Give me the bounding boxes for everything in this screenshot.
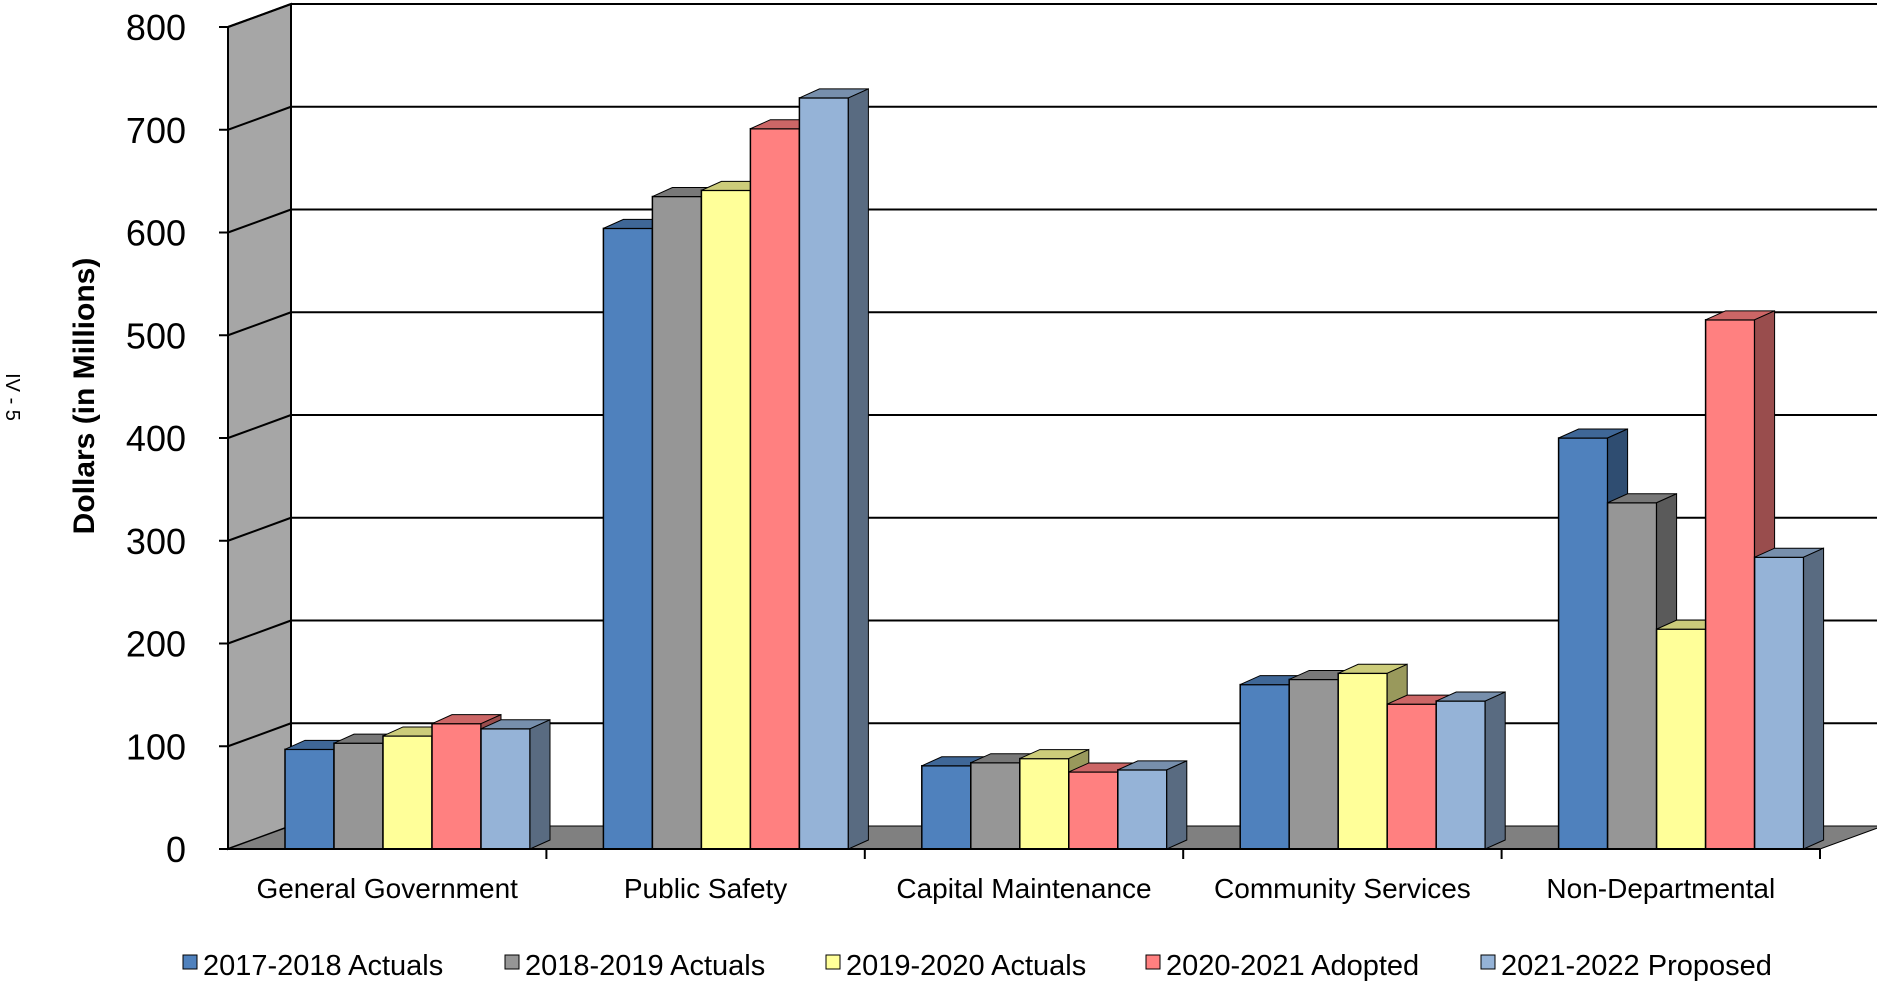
bar-front bbox=[1606, 501, 1658, 850]
legend-label: 2021-2022 Proposed bbox=[1501, 950, 1772, 982]
bar-front bbox=[1386, 703, 1437, 850]
gridline-side bbox=[227, 414, 292, 439]
axes bbox=[219, 26, 1821, 859]
legend-item: 2021-2022 Proposed bbox=[1480, 950, 1772, 982]
bar-front bbox=[700, 189, 752, 850]
bar-front bbox=[1068, 771, 1119, 850]
bars bbox=[284, 88, 1825, 850]
legend-label: 2019-2020 Actuals bbox=[846, 950, 1086, 982]
y-tick-label: 400 bbox=[126, 418, 186, 459]
bar-side bbox=[1166, 760, 1188, 850]
bar-front bbox=[333, 742, 384, 850]
bar-front bbox=[1117, 769, 1168, 850]
bar-front bbox=[970, 761, 1021, 850]
gridline-side bbox=[227, 208, 292, 234]
gridline-side bbox=[227, 3, 292, 28]
legend-item: 2019-2020 Actuals bbox=[825, 950, 1086, 982]
y-tick-label: 100 bbox=[126, 726, 186, 767]
gridline-side bbox=[227, 516, 292, 542]
bar-side bbox=[529, 719, 551, 850]
x-category-label: Community Services bbox=[1214, 873, 1471, 904]
legend-swatch bbox=[1480, 954, 1496, 970]
y-tick-label: 200 bbox=[126, 624, 186, 665]
y-tick-label: 800 bbox=[126, 7, 186, 48]
x-category-label: Non-Departmental bbox=[1546, 873, 1775, 904]
legend-swatch bbox=[1145, 954, 1161, 970]
y-tick-label: 700 bbox=[126, 110, 186, 151]
bar-front bbox=[1655, 628, 1707, 850]
gridline-side bbox=[227, 619, 292, 645]
gridline-side bbox=[227, 105, 292, 131]
bar-front bbox=[1557, 437, 1609, 850]
y-tick-label: 0 bbox=[166, 829, 186, 870]
legend-item: 2017-2018 Actuals bbox=[182, 950, 443, 982]
legend-item: 2018-2019 Actuals bbox=[504, 950, 765, 982]
legend-swatch bbox=[182, 954, 198, 970]
bar-front bbox=[382, 735, 433, 850]
bar-side bbox=[847, 88, 869, 850]
bar-front bbox=[431, 722, 482, 850]
bar-front bbox=[749, 127, 801, 850]
legend-item: 2020-2021 Adopted bbox=[1145, 950, 1419, 982]
bar-front bbox=[1753, 556, 1805, 850]
x-category-label: Capital Maintenance bbox=[896, 873, 1151, 904]
bar-2021-2022-proposed bbox=[1117, 760, 1188, 850]
bar-front bbox=[1337, 672, 1388, 850]
legend-swatch bbox=[504, 954, 520, 970]
bar-front bbox=[1288, 678, 1339, 850]
legend-swatch bbox=[825, 954, 841, 970]
page-number: IV - 5 bbox=[1, 373, 23, 421]
y-tick-label: 500 bbox=[126, 315, 186, 356]
bar-front bbox=[284, 748, 335, 850]
bar-2021-2022-proposed bbox=[1435, 691, 1506, 850]
bar-front bbox=[1704, 319, 1756, 850]
bar-side bbox=[1484, 691, 1506, 850]
x-category-label: Public Safety bbox=[624, 873, 787, 904]
y-tick-labels: 0 100 200 300 400 500 600 700 800 bbox=[126, 7, 186, 870]
x-category-label: General Government bbox=[256, 873, 518, 904]
bar-front bbox=[798, 97, 850, 850]
legend: 2017-2018 Actuals 2018-2019 Actuals 2019-2… bbox=[182, 950, 1772, 982]
bar-2021-2022-proposed bbox=[1753, 547, 1825, 850]
legend-label: 2017-2018 Actuals bbox=[203, 950, 443, 982]
gridline-side bbox=[227, 311, 292, 337]
x-category-labels: General Government Public Safety Capital M… bbox=[256, 873, 1775, 904]
bar-front bbox=[921, 765, 972, 850]
bar-front bbox=[651, 195, 703, 850]
bar-side bbox=[1803, 547, 1825, 850]
y-tick-label: 300 bbox=[126, 521, 186, 562]
bar-2021-2022-proposed bbox=[480, 719, 551, 850]
legend-label: 2020-2021 Adopted bbox=[1166, 950, 1419, 982]
bar-front bbox=[1435, 700, 1486, 850]
bar-front bbox=[480, 728, 531, 850]
y-tick-label: 600 bbox=[126, 213, 186, 254]
y-axis-label: Dollars (in Millions) bbox=[68, 258, 101, 535]
gridline-side bbox=[227, 722, 292, 748]
bar-front bbox=[602, 227, 654, 850]
bar-2021-2022-proposed bbox=[798, 88, 869, 850]
bar-front bbox=[1019, 757, 1070, 850]
legend-label: 2018-2019 Actuals bbox=[525, 950, 765, 982]
bar-front bbox=[1239, 683, 1290, 850]
